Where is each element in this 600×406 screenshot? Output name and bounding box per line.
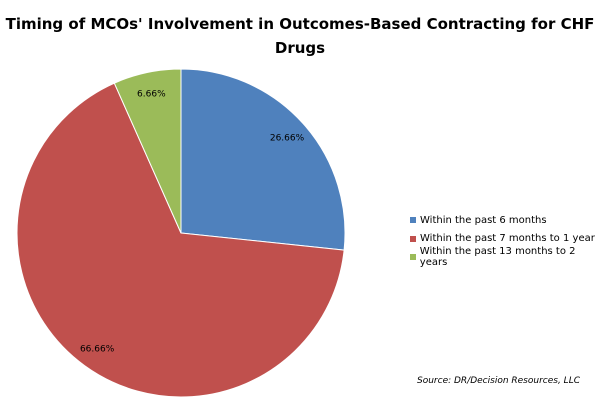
legend-swatch — [410, 254, 416, 261]
source-note: Source: DR/Decision Resources, LLC — [417, 376, 580, 386]
legend: Within the past 6 months Within the past… — [410, 211, 600, 269]
data-label: 66.66% — [80, 344, 115, 354]
data-label: 26.66% — [270, 134, 305, 144]
legend-label: Within the past 6 months — [420, 214, 547, 226]
pie-slice — [180, 68, 346, 251]
data-label: 6.66% — [137, 89, 166, 99]
legend-swatch — [410, 217, 416, 224]
chart-title: Timing of MCOs' Involvement in Outcomes-… — [5, 15, 595, 57]
pie-slice — [113, 68, 182, 234]
pie-slice — [16, 82, 345, 398]
legend-label: Within the past 7 months to 1 year — [420, 233, 595, 245]
legend-item: Within the past 6 months — [410, 211, 600, 230]
legend-item: Within the past 7 months to 1 year — [410, 230, 600, 249]
legend-swatch — [410, 235, 416, 242]
legend-label: Within the past 13 months to 2 years — [419, 246, 576, 269]
legend-item: Within the past 13 months to 2 years — [410, 246, 600, 269]
